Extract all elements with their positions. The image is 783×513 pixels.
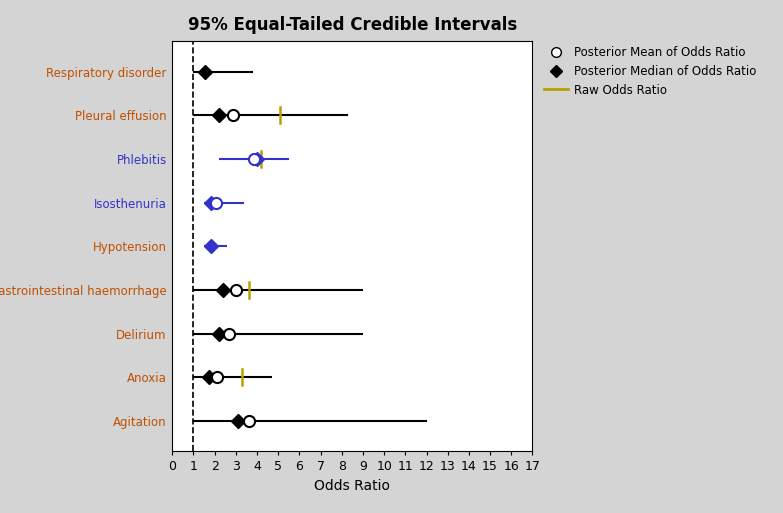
Title: 95% Equal-Tailed Credible Intervals: 95% Equal-Tailed Credible Intervals	[188, 16, 517, 34]
X-axis label: Odds Ratio: Odds Ratio	[314, 479, 391, 493]
Legend: Posterior Mean of Odds Ratio, Posterior Median of Odds Ratio, Raw Odds Ratio: Posterior Mean of Odds Ratio, Posterior …	[539, 41, 761, 101]
